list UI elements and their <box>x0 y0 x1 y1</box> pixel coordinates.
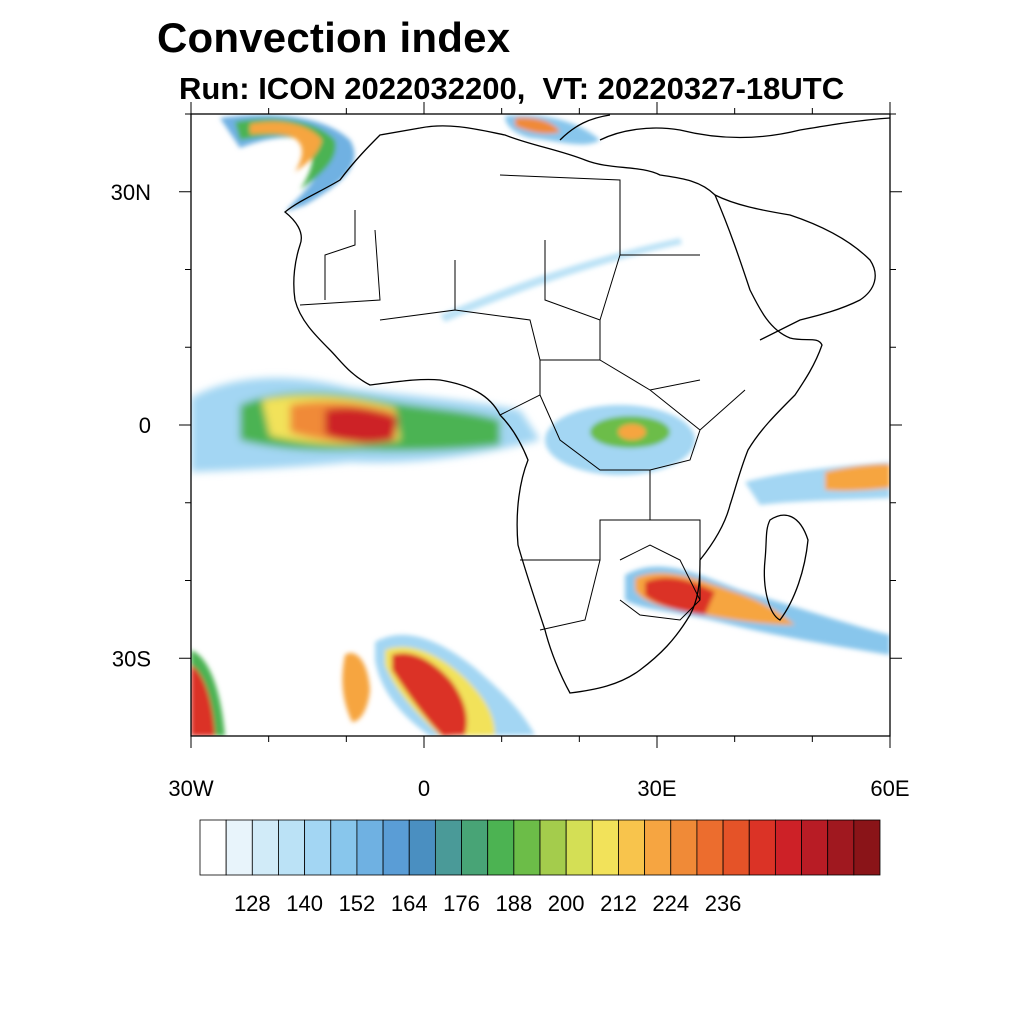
colorbar-label: 176 <box>443 891 480 916</box>
colorbar-swatch <box>461 819 489 876</box>
colorbar-label: 212 <box>600 891 637 916</box>
colorbar-swatch <box>853 819 881 876</box>
madagascar <box>763 514 809 621</box>
colorbar-swatch <box>591 819 619 876</box>
colorbar-swatch <box>618 819 646 876</box>
field-med-core <box>515 117 560 134</box>
colorbar-label: 140 <box>286 891 323 916</box>
colorbar-swatch <box>304 819 332 876</box>
longitude-ticks: 30W 0 30E 60E <box>168 102 910 801</box>
colorbar-swatch <box>513 819 541 876</box>
country-borders <box>299 174 746 631</box>
arabian-peninsula <box>714 194 876 341</box>
colorbar-swatch <box>408 819 436 876</box>
colorbar-label: 200 <box>548 891 585 916</box>
colorbar-label: 152 <box>339 891 376 916</box>
colorbar-swatch <box>827 819 855 876</box>
borders-lines <box>299 174 746 631</box>
lon-tick-label: 60E <box>870 776 909 801</box>
lat-tick-label: 30N <box>111 180 151 205</box>
colorbar-swatch <box>278 819 306 876</box>
colorbar-swatch <box>225 819 253 876</box>
lon-tick-label: 0 <box>418 776 430 801</box>
colorbar-swatch <box>722 819 750 876</box>
colorbar-swatch <box>670 819 698 876</box>
colorbar-label: 164 <box>391 891 428 916</box>
colorbar <box>199 819 881 876</box>
colorbar-label: 236 <box>705 891 742 916</box>
colorbar-swatch <box>356 819 384 876</box>
lat-tick-label: 30S <box>112 646 151 671</box>
mediterranean-coast <box>559 114 890 141</box>
colorbar-label: 128 <box>234 891 271 916</box>
colorbar-swatch <box>330 819 358 876</box>
latitude-ticks: 30N 0 30S <box>111 113 902 671</box>
colorbar-swatch <box>434 819 462 876</box>
field-band-equator-max <box>325 407 398 444</box>
field-se-core <box>645 577 715 615</box>
coastlines <box>283 114 890 694</box>
lat-tick-label: 0 <box>139 413 151 438</box>
convection-field <box>191 114 890 736</box>
field-sw-core <box>191 665 215 736</box>
africa-coastline <box>283 125 823 694</box>
lon-tick-label: 30E <box>637 776 676 801</box>
colorbar-swatch <box>696 819 724 876</box>
colorbar-swatch <box>382 819 410 876</box>
colorbar-swatch <box>565 819 593 876</box>
colorbar-swatch <box>539 819 567 876</box>
field-sa-west <box>342 653 370 722</box>
colorbar-swatch <box>774 819 802 876</box>
colorbar-label: 224 <box>652 891 689 916</box>
colorbar-swatch <box>251 819 279 876</box>
colorbar-swatch <box>487 819 515 876</box>
field-east-core <box>618 424 646 440</box>
colorbar-swatch <box>644 819 672 876</box>
colorbar-label: 188 <box>495 891 532 916</box>
map-title: Convection index <box>157 14 511 61</box>
map-subtitle: Run: ICON 2022032200, VT: 20220327-18UTC <box>179 71 845 106</box>
colorbar-labels: 128 140 152 164 176 188 200 212 224 236 <box>234 891 741 916</box>
colorbar-swatch <box>199 819 227 876</box>
field-sa-core <box>392 653 467 736</box>
field-sahara-streak <box>440 238 682 322</box>
colorbar-swatch <box>801 819 829 876</box>
lon-tick-label: 30W <box>168 776 213 801</box>
colorbar-swatch <box>748 819 776 876</box>
field-io-core <box>825 464 890 491</box>
field-swirl-inner <box>250 121 322 172</box>
